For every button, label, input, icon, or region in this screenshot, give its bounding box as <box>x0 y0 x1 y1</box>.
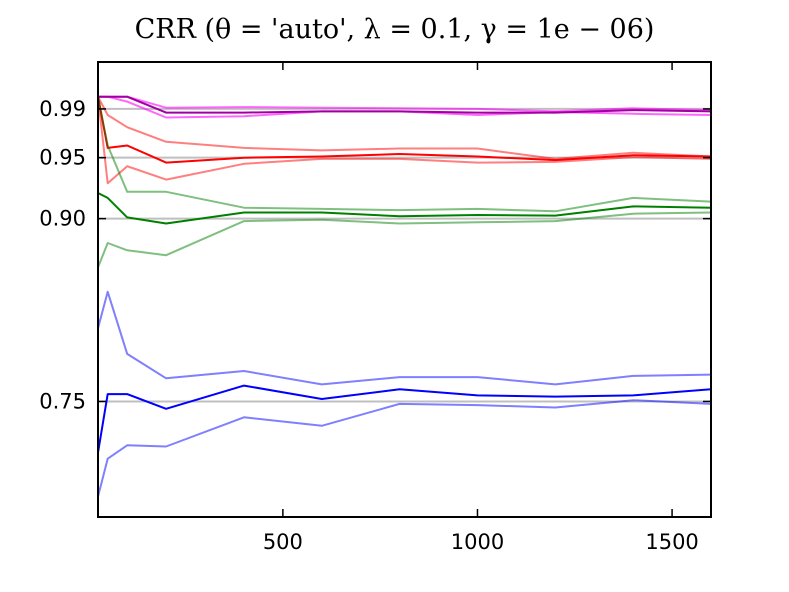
series-line-6 <box>98 96 711 164</box>
series-line-8 <box>98 211 711 268</box>
y-tick-label: 0.75 <box>39 389 86 413</box>
y-tick-label: 0.90 <box>39 207 86 231</box>
chart-title: CRR (θ = 'auto', λ = 0.1, γ = 1e − 06) <box>134 14 655 45</box>
series-layer <box>98 95 711 497</box>
series-line-10 <box>98 290 711 386</box>
series-line-12 <box>98 384 711 453</box>
series-line-7 <box>98 96 711 213</box>
x-tick-label: 1500 <box>645 530 698 554</box>
y-tick-label: 0.99 <box>39 97 86 121</box>
series-line-4 <box>98 96 711 160</box>
x-tick-label: 1000 <box>451 530 504 554</box>
y-tick-label: 0.95 <box>39 146 86 170</box>
x-tick-label: 500 <box>263 530 303 554</box>
plot-background <box>98 62 711 517</box>
series-line-5 <box>98 96 711 185</box>
series-line-11 <box>98 399 711 497</box>
series-line-3 <box>98 95 711 114</box>
plot-frame <box>97 61 712 518</box>
series-line-9 <box>98 192 711 225</box>
tick-layer: 500 1000 1500 0.75 0.90 0.95 0.99 <box>39 62 711 554</box>
